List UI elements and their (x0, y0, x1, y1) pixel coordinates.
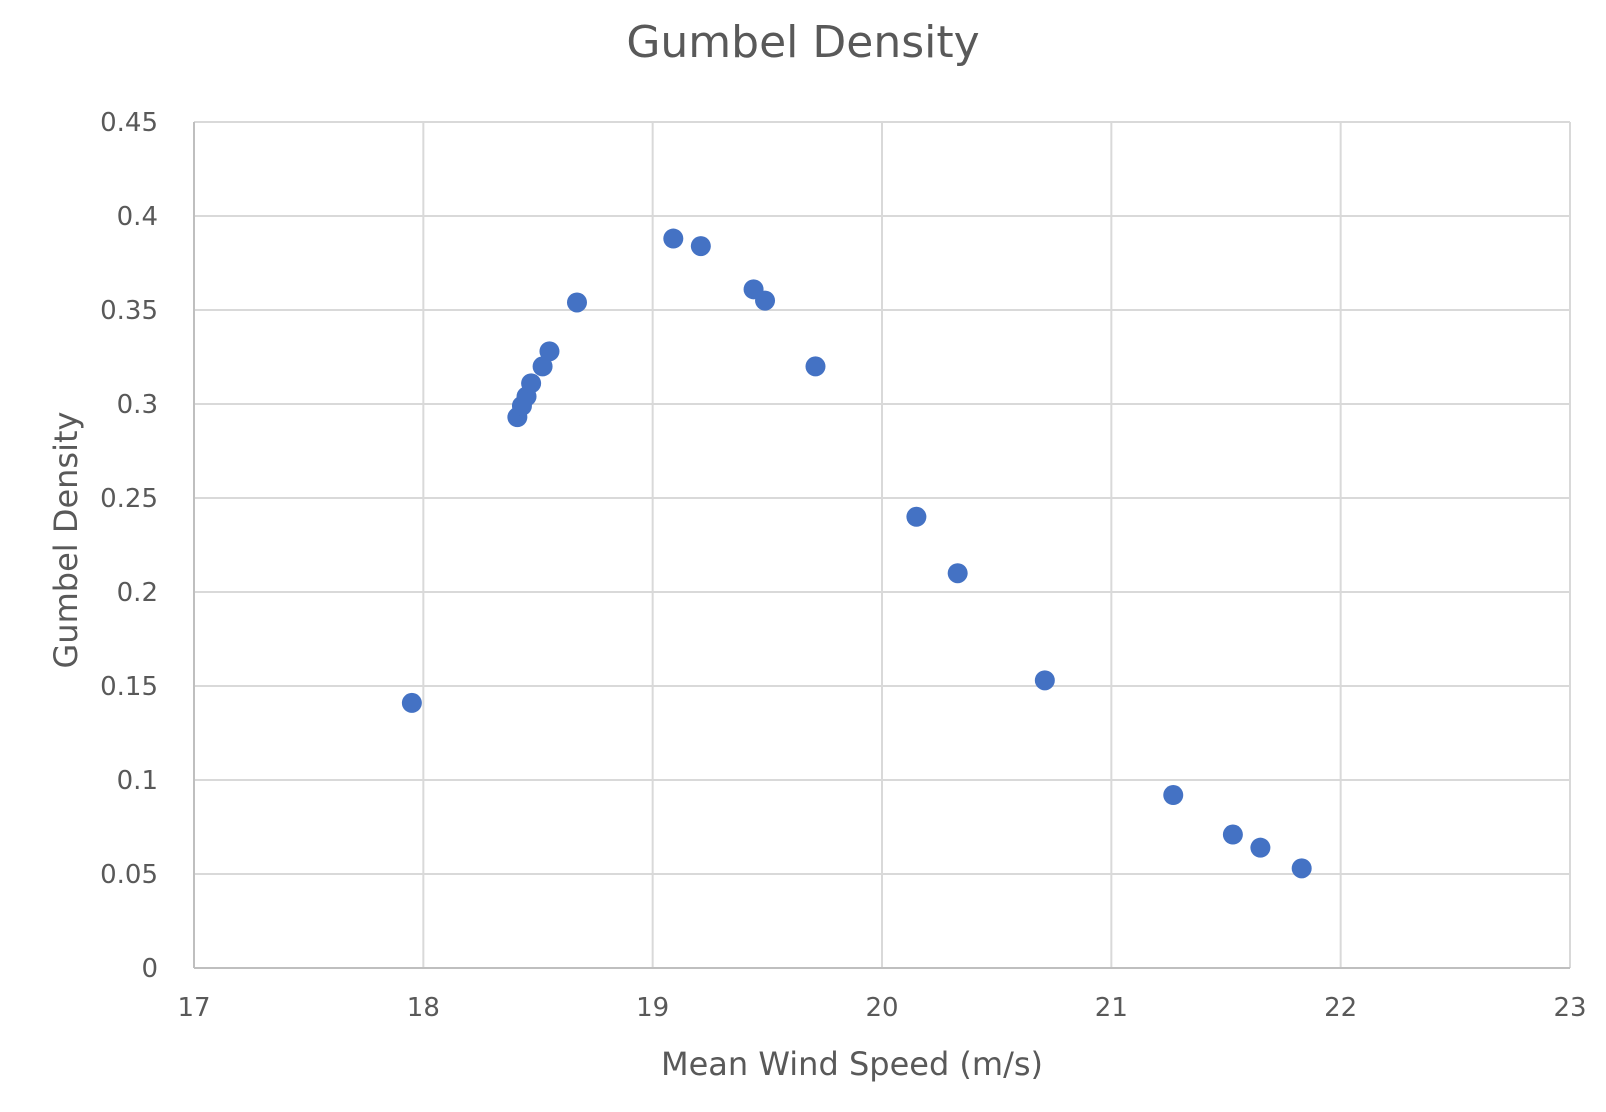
x-tick-label: 18 (407, 993, 440, 1023)
data-point (1163, 785, 1184, 806)
data-point (539, 341, 560, 362)
x-tick-label: 20 (865, 993, 898, 1023)
axes (193, 122, 1570, 969)
gridlines (194, 121, 1571, 968)
data-point (1291, 858, 1312, 879)
data-point (532, 356, 553, 377)
y-tick-label: 0.45 (100, 108, 158, 138)
y-tick-label: 0.4 (117, 202, 158, 232)
x-axis-title: Mean Wind Speed (m/s) (661, 1045, 1043, 1083)
data-point (947, 563, 968, 584)
data-point (521, 373, 542, 394)
data-point (690, 236, 711, 257)
y-tick-label: 0.05 (100, 860, 158, 890)
y-axis-title: Gumbel Density (47, 412, 85, 669)
chart-title: Gumbel Density (626, 17, 979, 68)
x-tick-label: 22 (1324, 993, 1357, 1023)
y-tick-label: 0.2 (117, 578, 158, 608)
data-point (401, 692, 422, 713)
y-tick-label: 0.15 (100, 672, 158, 702)
y-tick-label: 0.35 (100, 296, 158, 326)
data-point (1222, 824, 1243, 845)
data-point (805, 356, 826, 377)
x-tick-label: 23 (1553, 993, 1586, 1023)
y-tick-label: 0 (141, 954, 158, 984)
data-point (663, 228, 684, 249)
y-tick-label: 0.25 (100, 484, 158, 514)
data-point (906, 506, 927, 527)
data-point (1250, 837, 1271, 858)
data-point (1034, 670, 1055, 691)
tick-labels: 0 0.05 0.1 0.15 0.2 0.25 0.3 0.35 0.4 0.45 17 18 19 2… (100, 108, 1586, 1023)
y-tick-label: 0.3 (117, 390, 158, 420)
x-tick-label: 19 (636, 993, 669, 1023)
y-tick-label: 0.1 (117, 766, 158, 796)
data-points (401, 228, 1312, 879)
x-tick-label: 17 (177, 993, 210, 1023)
x-tick-label: 21 (1095, 993, 1128, 1023)
data-point (566, 292, 587, 313)
data-point (755, 290, 776, 311)
